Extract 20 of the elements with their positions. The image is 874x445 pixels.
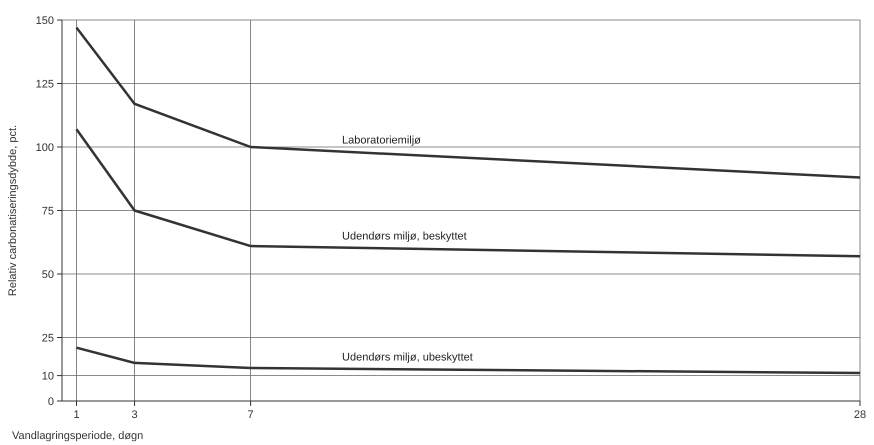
y-tick-label: 50	[42, 268, 54, 281]
y-tick-label: 0	[48, 396, 54, 408]
y-tick-label: 100	[36, 142, 54, 154]
x-tick-label: 1	[73, 409, 80, 421]
y-axis-title: Relativ carbonatiseringsdybde, pct.	[7, 124, 19, 296]
line-series	[75, 128, 862, 258]
y-tick-label: 10	[42, 370, 54, 382]
line-series	[75, 26, 862, 179]
series-label: Laboratoriemiljø	[342, 134, 422, 147]
y-tick-label: 125	[36, 78, 54, 90]
x-axis-title: Vandlagringsperiode, døgn	[12, 430, 144, 442]
y-tick-label: 75	[42, 205, 54, 218]
series-label: Udendørs miljø, ubeskyttet	[342, 352, 473, 364]
x-tick-label: 28	[854, 409, 866, 421]
series-label: Udendørs miljø, beskyttet	[342, 230, 467, 243]
x-tick-label: 7	[248, 409, 254, 421]
y-tick-label: 25	[42, 332, 54, 344]
x-tick-label: 3	[131, 409, 138, 421]
line-series	[75, 346, 862, 374]
y-tick-label: 150	[36, 14, 54, 27]
